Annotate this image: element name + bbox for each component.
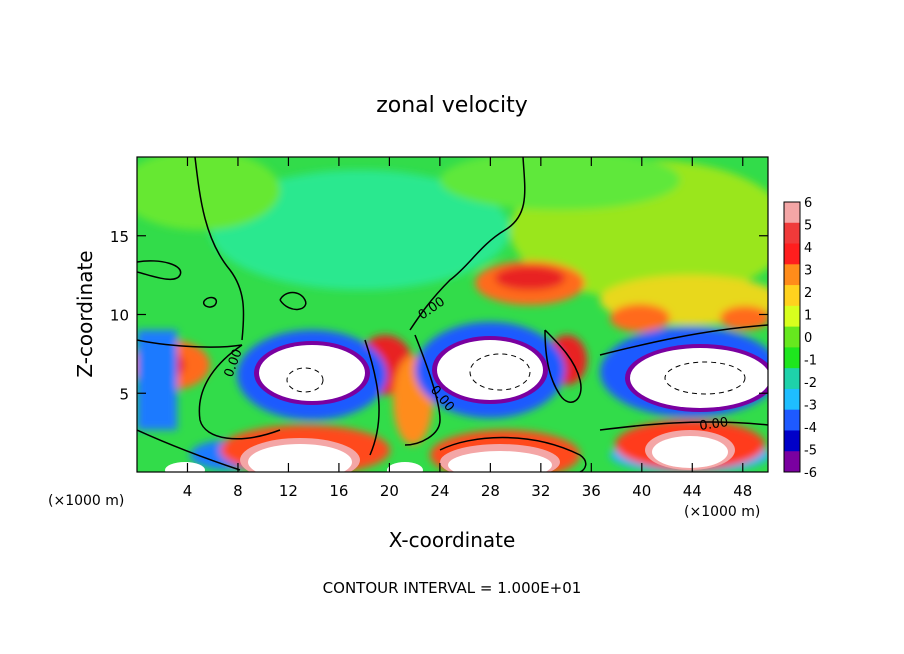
colorbar-swatch [784, 347, 800, 369]
cutoff-regions [165, 336, 768, 472]
colorbar-tick-label: 3 [804, 264, 812, 279]
colorbar-tick-label: 5 [804, 219, 812, 234]
heatmap-field: 0.00 0.00 0.00 0.00 [137, 157, 768, 472]
colorbar-swatch [784, 305, 800, 328]
y-axis: 5 10 15 [110, 228, 768, 403]
x-unit-right: (×1000 m) [684, 504, 760, 520]
y-tick-label: 15 [110, 228, 129, 246]
x-axis: 4 8 12 16 20 24 28 32 36 40 44 48 [183, 157, 752, 500]
x-tick-label: 28 [481, 482, 500, 500]
colorbar-swatch [784, 451, 800, 473]
colorbar-swatch [784, 264, 800, 286]
y-tick-label: 10 [110, 307, 129, 325]
x-tick-label: 24 [430, 482, 449, 500]
colorbar-swatch [784, 409, 800, 431]
colorbar-tick-label: -4 [804, 421, 817, 436]
colorbar-tick-label: 6 [804, 196, 812, 211]
x-axis-title: X-coordinate [389, 528, 516, 552]
x-tick-label: 20 [380, 482, 399, 500]
colorbar-tick-label: 1 [804, 309, 812, 324]
colorbar-tick-label: -2 [804, 376, 817, 391]
contour-interval-note: CONTOUR INTERVAL = 1.000E+01 [323, 579, 582, 597]
colorbar: 6 5 4 3 2 1 0 -1 -2 -3 -4 -5 -6 [783, 196, 817, 481]
colorbar-tick-label: 0 [804, 331, 812, 346]
contour-lines [137, 157, 768, 472]
colorbar-tick-label: -1 [804, 354, 817, 369]
colorbar-swatch [784, 388, 800, 411]
colorbar-tick-label: -5 [804, 444, 817, 459]
colorbar-tick-label: 2 [804, 286, 812, 301]
colorbar-swatch [784, 222, 800, 245]
x-tick-label: 36 [582, 482, 601, 500]
x-tick-label: 12 [279, 482, 298, 500]
y-axis-title: Z-coordinate [73, 250, 97, 377]
colorbar-swatch [784, 202, 800, 224]
y-tick-label: 5 [119, 385, 129, 403]
x-tick-label: 8 [233, 482, 243, 500]
x-tick-label: 4 [183, 482, 193, 500]
colorbar-swatch [784, 368, 800, 390]
colorbar-swatch [784, 285, 800, 307]
x-unit-left: (×1000 m) [48, 493, 124, 509]
colorbar-tick-label: -6 [804, 466, 817, 481]
colorbar-frame [783, 201, 801, 473]
x-tick-label: 16 [329, 482, 348, 500]
colorbar-tick-label: 4 [804, 241, 812, 256]
colorbar-swatch [784, 430, 800, 452]
contour-label: 0.00 [698, 415, 729, 434]
x-tick-label: 44 [683, 482, 702, 500]
x-tick-label: 48 [733, 482, 752, 500]
x-tick-label: 32 [531, 482, 550, 500]
colorbar-swatch [784, 326, 800, 348]
colorbar-swatch [784, 243, 800, 265]
chart-title: zonal velocity [376, 93, 528, 118]
colorbar-tick-label: -3 [804, 399, 817, 414]
x-tick-label: 40 [632, 482, 651, 500]
contour-lines-dashed [286, 353, 746, 395]
